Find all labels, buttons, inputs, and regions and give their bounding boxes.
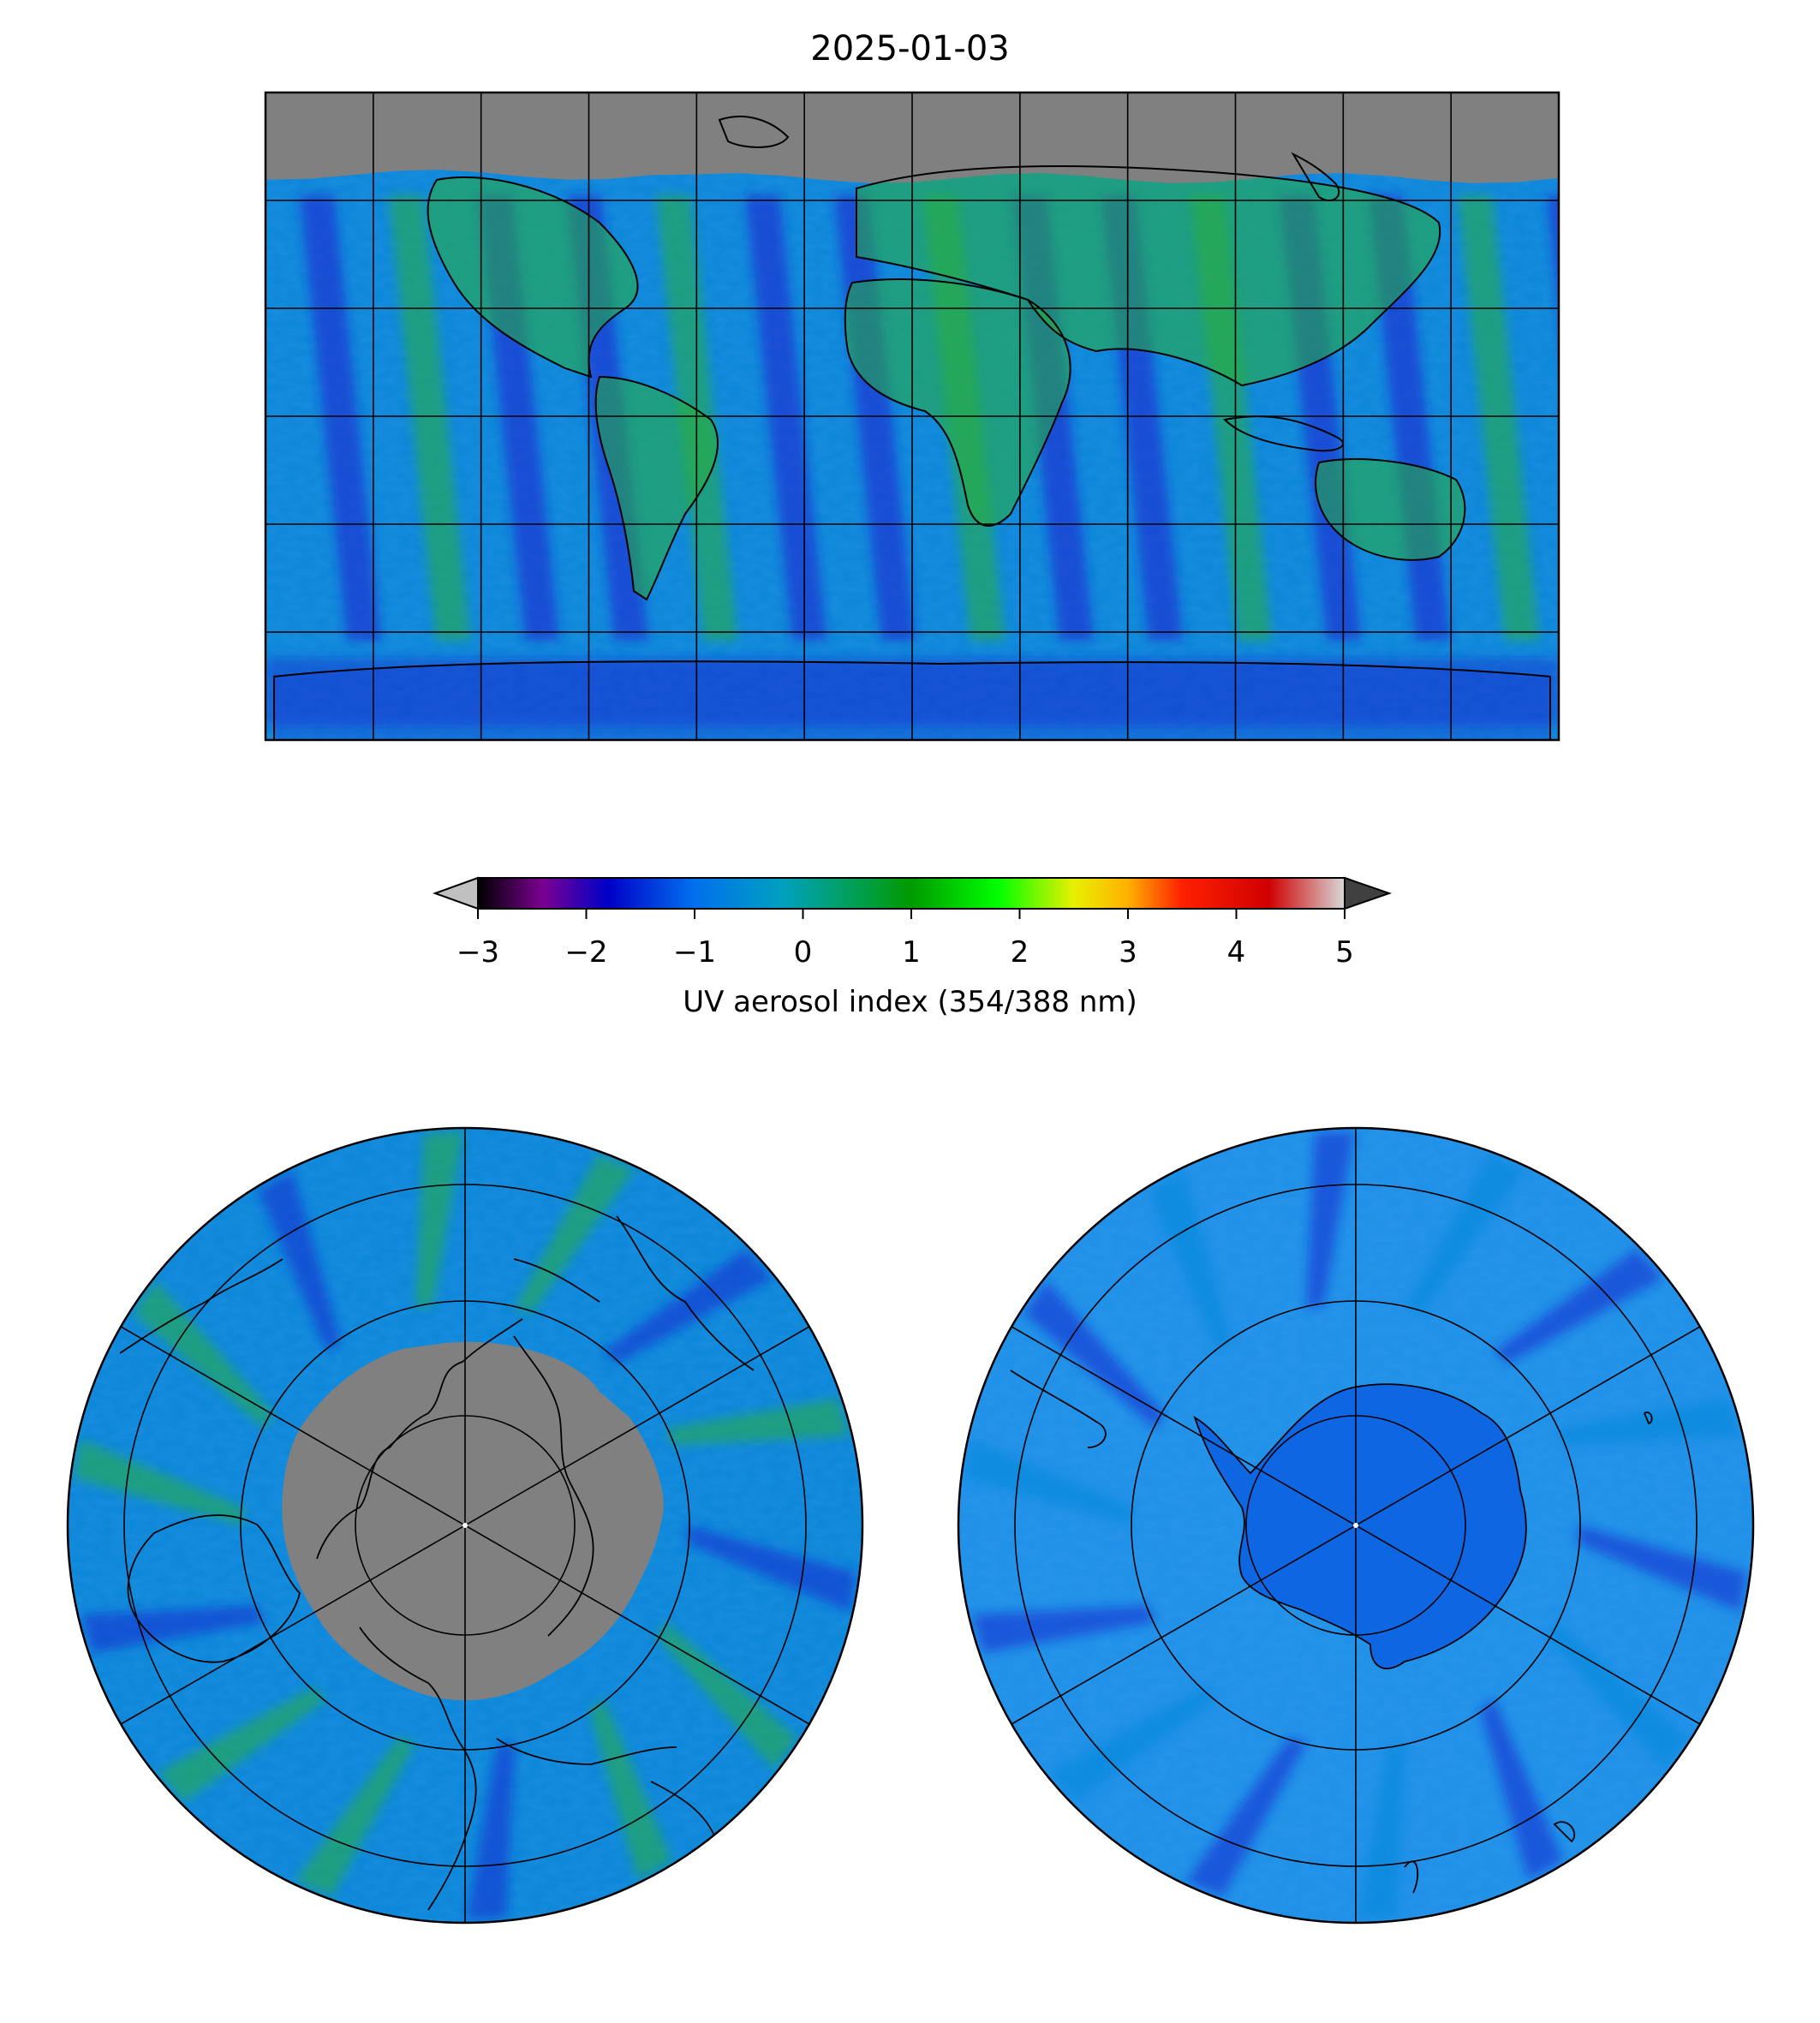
north-america-landmass [427,177,638,377]
swath-stripe [415,1131,463,1309]
greenland-coastline [718,116,790,148]
colorbar-tick-label: 0 [793,935,813,970]
north-gridlines [116,1128,815,1923]
colorbar-tick-label: −1 [672,935,717,970]
swath-stripe [1358,1742,1405,1919]
swath-stripe [1306,1131,1354,1309]
colorbar-gradient [477,877,1346,910]
pole-marker [1353,1523,1358,1528]
south-coastlines [1010,1370,1653,1894]
north-swath-stripes [74,1131,856,1919]
swath-stripe [514,1155,635,1313]
swath-stripe [657,1621,797,1770]
swath-stripe [971,1605,1155,1653]
colorbar-tick-label: 5 [1335,935,1354,970]
south-polar-map [957,1126,1755,1925]
colorbar-tick-label: 3 [1119,935,1137,970]
colorbar-under-arrow [433,876,479,910]
swath-stripe [295,1738,416,1896]
pole-marker [462,1523,468,1528]
north-map-frame [66,1126,864,1925]
swath-stripe [1480,1699,1563,1880]
colorbar-tick-label: −2 [564,935,608,970]
swath-stripe [1578,1525,1747,1612]
antarctica-landmass [1195,1384,1526,1669]
swath-stripe [745,195,826,641]
colorbar-over-arrow [1344,876,1393,910]
colorbar-tick-label: −3 [456,935,500,970]
swath-stripe [687,1525,856,1612]
colorbar-tick-label: 1 [902,935,921,970]
colorbar-ticks [477,909,1346,919]
global-map [264,91,1560,742]
global-map-frame [264,91,1560,742]
swath-stripe [1548,1621,1688,1770]
swath-stripe [74,1439,243,1525]
swath-stripe [81,1605,265,1653]
swath-stripe [589,1699,672,1880]
colorbar [433,876,1393,919]
swath-stripe [389,195,470,641]
swath-stripe [1023,1280,1164,1429]
colorbar-tick-label: 2 [1010,935,1029,970]
south-america-coastline [594,375,719,601]
swath-stripe [158,1687,326,1802]
swath-stripe [1495,1249,1663,1364]
swath-stripe [1405,1155,1525,1313]
global-coastlines [273,116,1551,740]
swath-stripe [300,195,381,641]
eurasia-landmass [856,166,1441,385]
indonesia-coastline [1222,415,1344,452]
australia-landmass [1316,459,1465,560]
figure-title: 2025-01-03 [810,29,1010,69]
global-gridlines [266,92,1559,740]
swath-stripe [1149,1171,1232,1352]
north-polar-map [66,1126,864,1925]
swath-stripe [665,1398,850,1446]
swath-stripe [964,1439,1134,1525]
swath-stripe [1547,195,1559,309]
south-map-frame [957,1126,1755,1925]
africa-landmass [844,279,1071,526]
swath-stripe [133,1280,273,1429]
eurasia-coastline [856,165,1441,387]
swath-stripe [467,1742,515,1919]
swath-stripe [1458,195,1539,641]
global-continents [274,166,1550,740]
south-gridlines [1006,1128,1705,1923]
colorbar-tick-label: 4 [1226,935,1246,970]
swath-stripe [1048,1687,1217,1802]
swath-stripe [258,1171,341,1352]
colorbar-label: UV aerosol index (354/388 nm) [683,985,1137,1019]
australia-coastline [1315,458,1466,561]
swath-stripe [1186,1738,1307,1896]
antarctica-coastline [273,660,1551,740]
south-america-landmass [595,377,719,600]
